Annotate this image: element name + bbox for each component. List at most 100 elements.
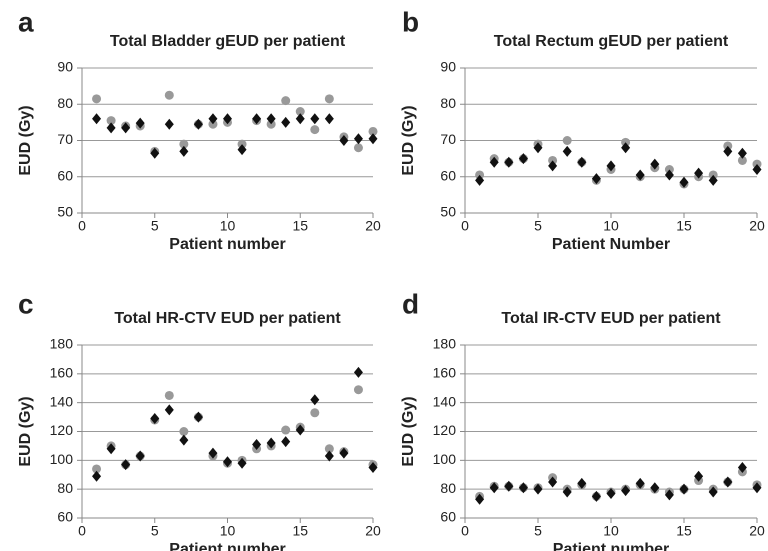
point [737,147,747,159]
point [353,385,363,395]
x-axis-title: Patient Number [552,236,670,253]
y-tick-label: 50 [440,204,456,220]
point [548,160,558,172]
point [295,107,305,116]
point [164,404,174,416]
point [621,485,631,497]
point [179,139,189,149]
y-tick-label: 100 [50,451,74,467]
point [252,438,262,450]
y-tick-label: 160 [50,365,74,381]
point [368,133,378,145]
point [324,113,334,125]
x-tick-label: 20 [365,523,381,539]
y-tick-label: 80 [440,480,456,496]
y-axis-title: EUD (Gy) [400,396,417,466]
x-tick-label: 20 [749,218,765,234]
point [737,462,747,474]
point [252,113,262,125]
x-tick-label: 20 [365,218,381,234]
point [368,126,378,136]
panel-label: a [18,6,34,37]
point [164,118,174,130]
chart-title: Total IR-CTV EUD per patient [501,310,721,327]
y-tick-label: 70 [440,131,456,147]
point [208,447,218,459]
point [679,483,689,495]
y-tick-label: 180 [433,336,457,352]
point [310,394,320,406]
point [223,456,232,468]
point [489,482,499,494]
point [339,135,349,146]
y-tick-label: 70 [57,131,73,147]
panel-label: d [402,288,419,319]
x-tick-label: 0 [78,523,86,539]
point [533,483,543,495]
point [518,153,528,165]
point [324,444,334,454]
point [723,476,733,488]
point [577,156,587,168]
y-tick-label: 120 [50,422,74,438]
y-tick-label: 60 [440,167,456,183]
point [92,470,102,482]
point [193,118,203,130]
y-tick-label: 180 [50,336,74,352]
point [562,145,572,157]
x-tick-label: 20 [749,523,765,539]
point [475,174,485,186]
y-tick-label: 120 [433,422,457,438]
point [135,450,145,462]
point [179,434,189,446]
y-tick-label: 140 [433,393,457,409]
x-tick-label: 5 [534,523,542,539]
point [708,174,718,186]
point [324,450,334,462]
point [310,408,320,418]
y-tick-label: 80 [57,95,73,111]
x-tick-label: 15 [292,218,308,234]
point [591,490,601,502]
y-tick-label: 60 [57,167,73,183]
x-tick-label: 0 [461,218,469,234]
point [310,113,320,125]
point [694,470,704,482]
x-tick-label: 5 [151,218,159,234]
panel-label: b [402,6,419,37]
point [368,462,378,474]
y-axis-title: EUD (Gy) [17,396,34,466]
y-tick-label: 60 [57,509,73,525]
point [353,366,363,378]
point [106,122,116,134]
y-tick-label: 80 [57,480,73,496]
x-tick-label: 0 [78,218,86,234]
point [295,113,305,125]
point [562,486,572,498]
point [237,144,247,156]
point [281,425,291,435]
x-axis-title: Patient number [553,541,669,551]
y-tick-label: 90 [440,59,456,75]
point [92,94,102,104]
point [92,113,102,125]
point [752,164,762,175]
point [164,90,174,100]
point [281,116,291,128]
point [150,413,160,425]
y-tick-label: 60 [440,509,456,525]
point [650,158,660,170]
point [723,145,733,157]
point [324,94,334,104]
x-tick-label: 10 [220,523,236,539]
point [621,142,631,154]
point [664,169,674,181]
y-axis-title: EUD (Gy) [17,105,34,175]
point [237,457,247,469]
x-tick-label: 5 [151,523,159,539]
y-axis-title: EUD (Gy) [400,105,417,175]
point [694,167,704,179]
x-tick-label: 0 [461,523,469,539]
y-tick-label: 160 [433,365,457,381]
